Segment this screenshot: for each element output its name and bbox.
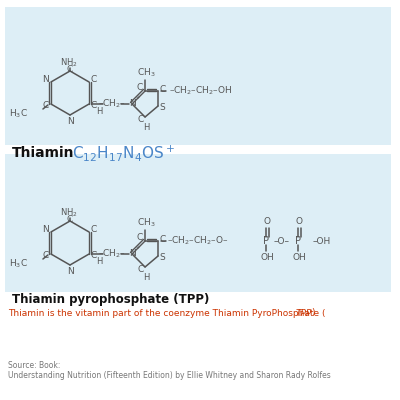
Text: C: C <box>91 100 97 110</box>
Text: CH$_3$: CH$_3$ <box>137 67 155 79</box>
Text: H: H <box>96 256 102 266</box>
Text: NH$_2$: NH$_2$ <box>60 57 78 69</box>
Text: H: H <box>143 272 149 282</box>
Text: –OH: –OH <box>313 236 331 246</box>
Text: NH$_2$: NH$_2$ <box>60 207 78 219</box>
Text: $^+$: $^+$ <box>134 96 140 102</box>
Text: H: H <box>96 106 102 116</box>
Text: C: C <box>138 264 144 274</box>
Text: Source: Book:: Source: Book: <box>8 360 60 370</box>
Text: C: C <box>43 102 49 110</box>
Text: N: N <box>67 118 73 126</box>
FancyBboxPatch shape <box>5 7 391 145</box>
Text: Thiamin: Thiamin <box>12 146 74 160</box>
Text: C: C <box>91 76 97 84</box>
Text: $^+$: $^+$ <box>134 246 140 252</box>
Text: Thiamin is the vitamin part of the coenzyme Thiamin PyroPhosphate (: Thiamin is the vitamin part of the coenz… <box>8 308 326 318</box>
Text: H$_3$C: H$_3$C <box>9 108 28 120</box>
Text: Understanding Nutrition (Fifteenth Edition) by Ellie Whitney and Sharon Rady Rol: Understanding Nutrition (Fifteenth Editi… <box>8 370 331 380</box>
Text: C: C <box>91 250 97 260</box>
Text: S: S <box>159 104 165 112</box>
Text: H: H <box>143 122 149 132</box>
Text: TPP: TPP <box>296 308 312 318</box>
Text: –CH$_2$–CH$_2$–OH: –CH$_2$–CH$_2$–OH <box>170 85 233 97</box>
Text: ): ) <box>311 308 314 318</box>
Text: –CH$_2$–CH$_2$–O–: –CH$_2$–CH$_2$–O– <box>167 235 229 247</box>
Text: H$_3$C: H$_3$C <box>9 258 28 270</box>
Text: OH: OH <box>260 252 274 262</box>
Text: C: C <box>137 84 143 92</box>
Text: N: N <box>129 248 136 258</box>
Text: C: C <box>43 252 49 260</box>
Text: –O–: –O– <box>274 236 290 246</box>
Text: Thiamin pyrophosphate (TPP): Thiamin pyrophosphate (TPP) <box>12 294 209 306</box>
Text: OH: OH <box>292 252 306 262</box>
Text: N: N <box>129 98 136 108</box>
Text: C: C <box>67 64 73 74</box>
FancyBboxPatch shape <box>5 154 391 292</box>
Text: C: C <box>138 114 144 124</box>
Text: –CH$_2$–: –CH$_2$– <box>98 248 126 260</box>
Text: N: N <box>42 76 49 84</box>
Text: C: C <box>91 226 97 234</box>
Text: S: S <box>159 254 165 262</box>
Text: O: O <box>296 218 302 226</box>
Text: N: N <box>67 268 73 276</box>
Text: –CH$_2$–: –CH$_2$– <box>98 98 126 110</box>
Text: O: O <box>264 218 270 226</box>
Text: P: P <box>263 236 269 246</box>
Text: C: C <box>160 234 166 244</box>
Text: CH$_3$: CH$_3$ <box>137 217 155 229</box>
Text: P: P <box>295 236 301 246</box>
Text: C: C <box>67 214 73 224</box>
Text: $\mathregular{C_{12}H_{17}N_4OS^+}$: $\mathregular{C_{12}H_{17}N_4OS^+}$ <box>72 143 175 163</box>
Text: C: C <box>137 234 143 242</box>
Text: N: N <box>42 226 49 234</box>
Text: C: C <box>160 84 166 94</box>
